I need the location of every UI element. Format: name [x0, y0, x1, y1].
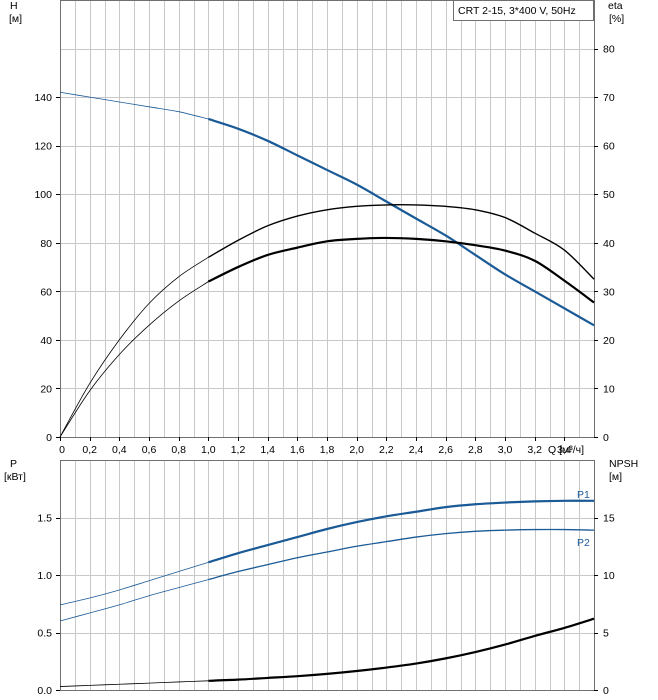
x-tick-label: 1,6: [290, 444, 305, 456]
series-label-p2: P2: [577, 537, 590, 549]
y-tick-label-right: 70: [603, 92, 615, 104]
series-p1: P1: [59, 489, 595, 606]
y-axis-title-right: NPSH: [609, 458, 638, 470]
series-top-2: [59, 236, 595, 438]
x-tick-label: 0,4: [112, 444, 127, 456]
y-tick-label-left: 120: [34, 141, 52, 153]
y-tick-label-right: 10: [603, 383, 615, 395]
y-tick-label-right: 0: [603, 685, 609, 697]
y-tick-label-left: 1.0: [37, 570, 52, 582]
x-tick-label: 2,0: [349, 444, 364, 456]
series-top-1: [59, 204, 595, 438]
series-bottom-2: [59, 617, 595, 687]
y-tick-label-right: 50: [603, 189, 615, 201]
y-axis-unit-right: [м]: [609, 471, 622, 483]
y-tick-label-left: 0: [46, 432, 52, 444]
y-tick-label-left: 60: [40, 286, 52, 298]
chart-title: CRT 2-15, 3*400 V, 50Hz: [458, 5, 576, 17]
series-line-thin: [59, 561, 209, 606]
series-line: [207, 204, 595, 280]
x-tick-label: 0: [59, 444, 65, 456]
y-axis-unit-left: [м]: [9, 13, 22, 25]
x-tick-label: 0,6: [142, 444, 157, 456]
x-tick-label: 1,8: [320, 444, 335, 456]
y-tick-label-left: 40: [40, 335, 52, 347]
y-tick-label-right: 40: [603, 238, 615, 250]
x-tick-label: 1,4: [260, 444, 275, 456]
y-axis-unit-right: [%]: [609, 13, 624, 25]
series-line-thin: [59, 257, 209, 438]
y-tick-label-right: 0: [603, 432, 609, 444]
y-tick-label-right: 10: [603, 570, 615, 582]
series-line-thin: [59, 680, 209, 687]
y-tick-label-left: 1.5: [37, 513, 52, 525]
x-tick-label: 2,6: [438, 444, 453, 456]
x-tick-label: 2,8: [468, 444, 483, 456]
y-axis-title-left: P: [10, 458, 17, 470]
series-line-thin: [59, 281, 209, 438]
y-tick-label-left: 100: [34, 189, 52, 201]
series-p2: P2: [59, 528, 595, 622]
y-tick-label-left: 0.0: [37, 685, 52, 697]
series-line-thin: [59, 579, 209, 622]
series-line: [208, 528, 595, 581]
panel-bottom: 0.0 0.5 1.0 1.5 0 5 10 15 P[кВт] NPSH[м] P1 P2: [4, 458, 638, 697]
series-line: [207, 236, 595, 304]
x-tick-label: 2,4: [409, 444, 424, 456]
y-tick-label-right: 30: [603, 286, 615, 298]
y-axis-unit-left: [кВт]: [4, 471, 26, 483]
y-tick-label-right: 5: [603, 628, 609, 640]
y-tick-label-left: 140: [34, 92, 52, 104]
series-line: [207, 117, 595, 327]
x-tick-label: 1,0: [201, 444, 216, 456]
y-tick-label-left: 20: [40, 383, 52, 395]
x-tick-label: 0,8: [171, 444, 186, 456]
series-line: [208, 499, 595, 564]
x-tick-label: 2,2: [379, 444, 394, 456]
series-line: [208, 617, 595, 682]
x-axis-title: Q [м³/ч]: [548, 444, 584, 456]
x-tick-label: 3,2: [527, 444, 542, 456]
y-tick-label-right: 60: [603, 141, 615, 153]
y-axis-title-right: eta: [608, 0, 623, 12]
series-label-p1: P1: [577, 489, 590, 501]
y-axis-title-left: H: [10, 0, 18, 12]
y-tick-label-right: 15: [603, 513, 615, 525]
x-tick-label: 3,4: [557, 444, 572, 456]
x-tick-label: 1,2: [231, 444, 246, 456]
x-tick-label: 3,0: [498, 444, 513, 456]
x-tick-label: 0,2: [82, 444, 97, 456]
y-tick-label-right: 80: [603, 44, 615, 56]
series-top-0: [59, 91, 595, 327]
y-tick-label-right: 20: [603, 335, 615, 347]
title-box: [453, 0, 594, 21]
y-tick-label-left: 80: [40, 238, 52, 250]
panel-top: 0 20 40 60 80 100 120 140 0 10 20 30 40 50 60 70 80 H[м] e…: [9, 0, 624, 456]
series-line-thin: [59, 91, 209, 120]
y-tick-label-left: 0.5: [37, 628, 52, 640]
